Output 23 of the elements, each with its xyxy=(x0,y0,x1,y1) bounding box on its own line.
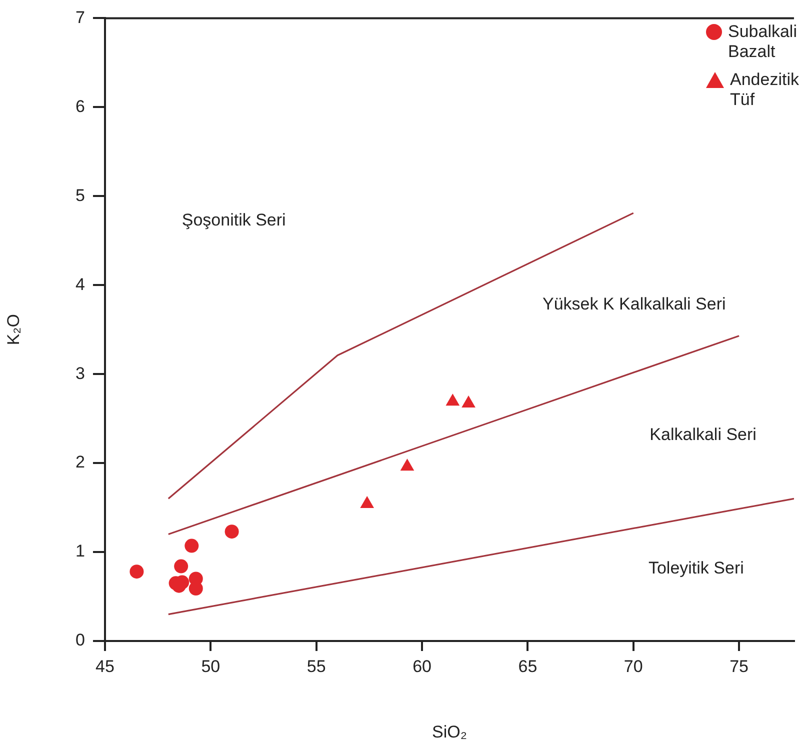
legend-label: Subalkali Bazalt xyxy=(728,22,797,62)
x-tick-label: 60 xyxy=(412,656,432,676)
y-tick-label: 7 xyxy=(76,8,85,27)
x-tick-label: 75 xyxy=(730,656,749,676)
y-tick-label: 5 xyxy=(76,186,85,205)
x-tick-label: 65 xyxy=(518,656,538,676)
y-tick-label: 2 xyxy=(76,452,85,472)
annotation: Toleyitik Seri xyxy=(648,558,744,578)
y-tick-label: 4 xyxy=(76,274,85,294)
y-tick-label: 0 xyxy=(76,630,85,650)
y-tick-label: 6 xyxy=(76,96,85,116)
x-tick-label: 50 xyxy=(201,656,220,676)
x-tick-label: 55 xyxy=(306,656,326,676)
x-tick-label: 70 xyxy=(624,656,643,676)
x-tick-label: 45 xyxy=(96,656,114,676)
y-axis-title: K₂O xyxy=(4,314,23,346)
annotation: Şoşonitik Seri xyxy=(182,210,286,230)
legend-label: Andezitik Tüf xyxy=(730,70,799,110)
y-tick-label: 3 xyxy=(76,364,85,383)
annotation: Kalkalkali Seri xyxy=(650,425,756,444)
y-tick-label: 1 xyxy=(76,542,85,561)
annotation: Yüksek K Kalkalkali Seri xyxy=(542,294,726,314)
x-axis-title: SiO₂ xyxy=(432,722,467,742)
